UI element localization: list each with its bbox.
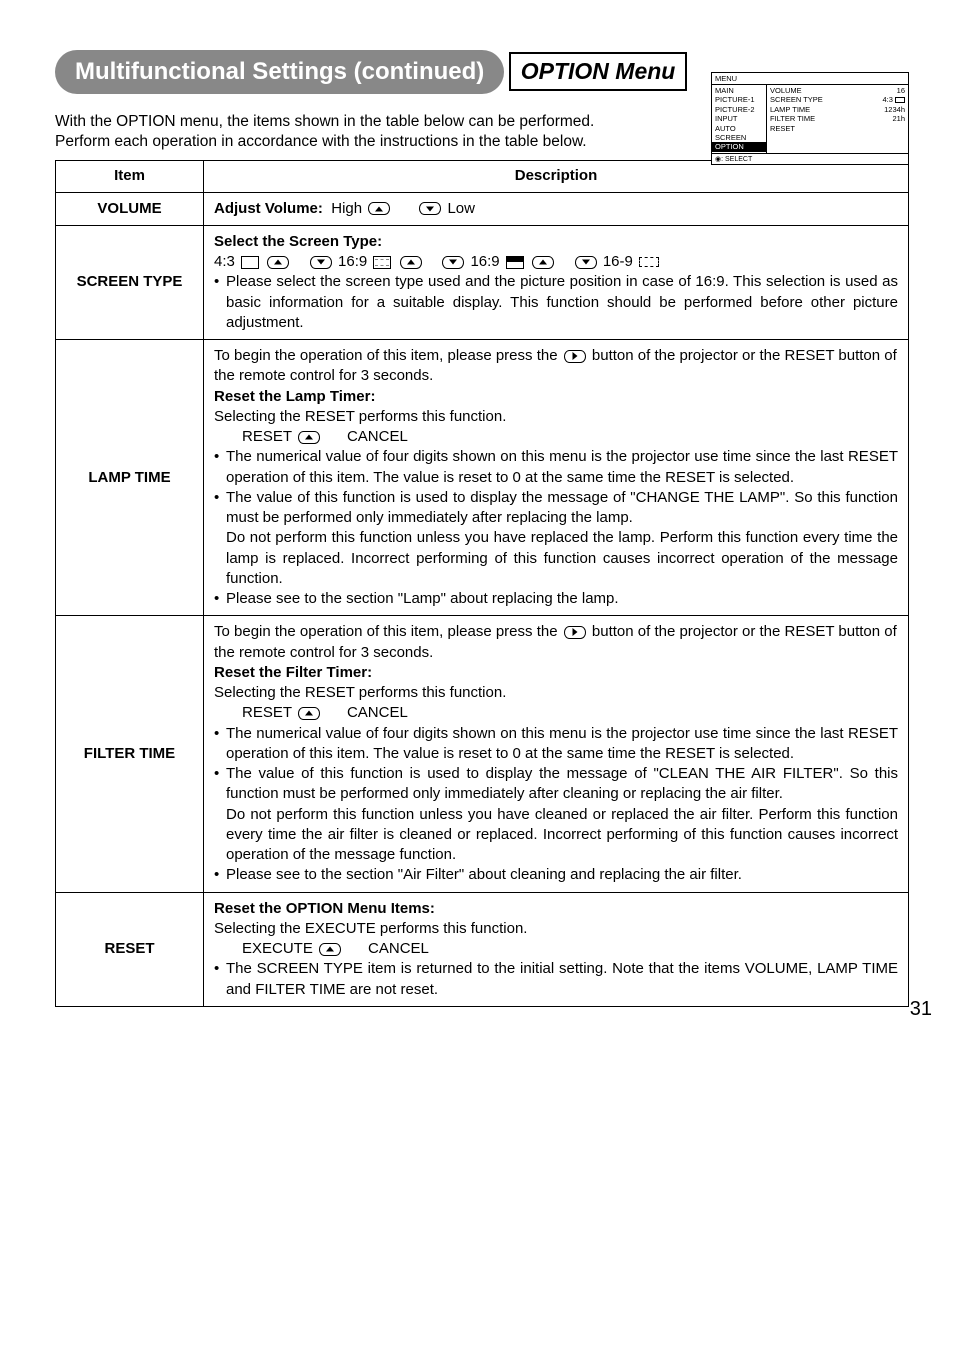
- ratio-icon: [241, 256, 259, 269]
- table-header-item: Item: [56, 161, 204, 192]
- osd-right-value: 16: [897, 86, 905, 95]
- osd-left-column: MAIN PICTURE-1 PICTURE-2 INPUT AUTO SCRE…: [712, 85, 767, 153]
- item-name: VOLUME: [56, 192, 204, 225]
- down-arrow-icon: [419, 202, 441, 215]
- osd-left-item: INPUT: [715, 114, 763, 123]
- right-arrow-icon: [564, 350, 586, 363]
- osd-right-value: 1234h: [884, 105, 905, 114]
- up-arrow-icon: [368, 202, 390, 215]
- osd-left-item: PICTURE-2: [715, 105, 763, 114]
- osd-right-label: SCREEN TYPE: [770, 95, 823, 104]
- down-arrow-icon: [310, 256, 332, 269]
- item-name: RESET: [56, 892, 204, 1006]
- osd-footer: ◉: SELECT: [712, 153, 908, 164]
- up-arrow-icon: [298, 431, 320, 444]
- osd-left-item: AUTO: [715, 124, 763, 133]
- settings-table: Item Description VOLUME Adjust Volume: H…: [55, 160, 909, 1007]
- page-title-banner: Multifunctional Settings (continued): [55, 50, 504, 94]
- item-description: To begin the operation of this item, ple…: [204, 616, 909, 892]
- osd-left-item: SCREEN: [715, 133, 763, 142]
- down-arrow-icon: [575, 256, 597, 269]
- page-number: 31: [910, 998, 932, 1021]
- osd-right-label: RESET: [770, 124, 795, 133]
- osd-left-item: PICTURE-1: [715, 95, 763, 104]
- item-name: SCREEN TYPE: [56, 225, 204, 339]
- osd-right-label: VOLUME: [770, 86, 802, 95]
- ratio-icon: [506, 256, 524, 269]
- osd-header: MENU: [712, 73, 908, 85]
- right-arrow-icon: [564, 626, 586, 639]
- osd-right-column: VOLUME 16 SCREEN TYPE 4:3 LAMP TIME 1234h F…: [767, 85, 908, 153]
- item-name: LAMP TIME: [56, 340, 204, 616]
- up-arrow-icon: [400, 256, 422, 269]
- intro-text: With the OPTION menu, the items shown in…: [55, 112, 715, 152]
- section-title: OPTION Menu: [509, 52, 688, 91]
- item-name: FILTER TIME: [56, 616, 204, 892]
- down-arrow-icon: [442, 256, 464, 269]
- ratio-icon: [895, 97, 905, 103]
- item-description: Adjust Volume: High Low: [204, 192, 909, 225]
- item-description: To begin the operation of this item, ple…: [204, 340, 909, 616]
- osd-left-item: MAIN: [715, 86, 763, 95]
- ratio-icon: [373, 256, 391, 269]
- table-header-description: Description: [204, 161, 909, 192]
- table-row: RESET Reset the OPTION Menu Items: Selec…: [56, 892, 909, 1006]
- osd-right-value: 4:3: [882, 95, 905, 104]
- ratio-icon: [639, 257, 659, 267]
- osd-right-value: 21h: [892, 114, 905, 123]
- osd-right-label: FILTER TIME: [770, 114, 815, 123]
- item-description: Reset the OPTION Menu Items: Selecting t…: [204, 892, 909, 1006]
- up-arrow-icon: [298, 707, 320, 720]
- item-description: Select the Screen Type: 4:3 16:9 16:9 16…: [204, 225, 909, 339]
- table-row: LAMP TIME To begin the operation of this…: [56, 340, 909, 616]
- table-row: SCREEN TYPE Select the Screen Type: 4:3 …: [56, 225, 909, 339]
- osd-left-item-active: OPTION: [712, 142, 766, 151]
- up-arrow-icon: [267, 256, 289, 269]
- up-arrow-icon: [532, 256, 554, 269]
- osd-right-label: LAMP TIME: [770, 105, 810, 114]
- table-row: FILTER TIME To begin the operation of th…: [56, 616, 909, 892]
- up-arrow-icon: [319, 943, 341, 956]
- table-row: VOLUME Adjust Volume: High Low: [56, 192, 909, 225]
- osd-menu-preview: MENU MAIN PICTURE-1 PICTURE-2 INPUT AUTO…: [711, 72, 909, 165]
